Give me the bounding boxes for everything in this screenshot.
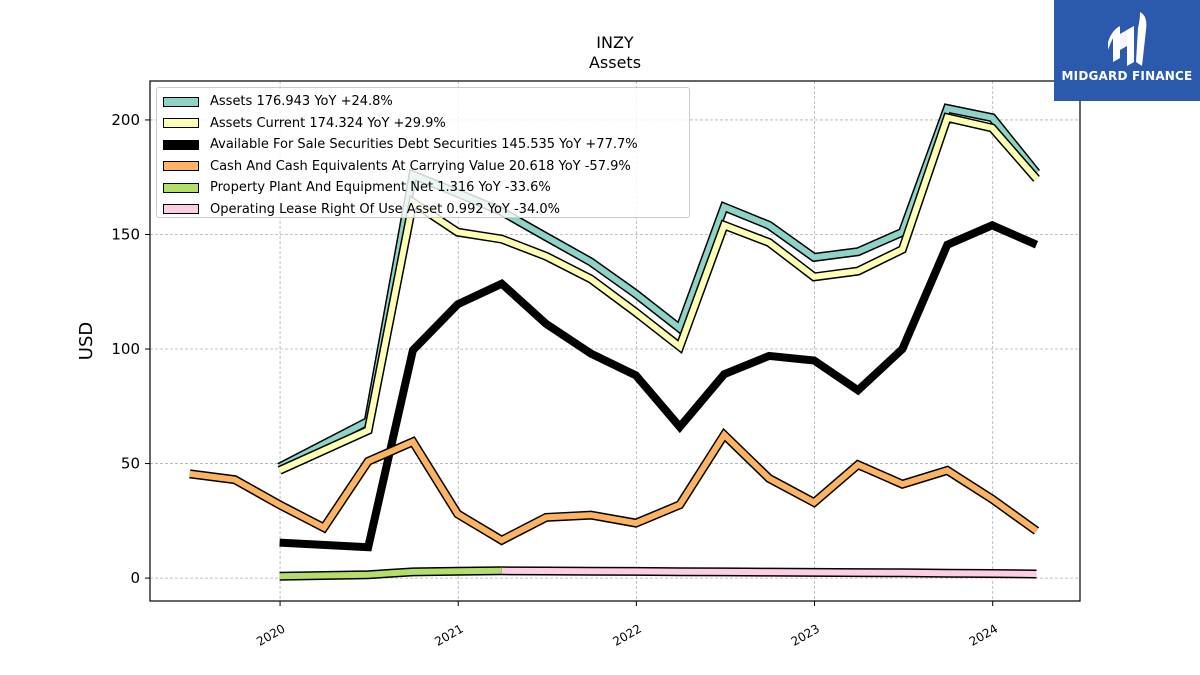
legend-swatch-operating-lease bbox=[163, 204, 199, 215]
series-path bbox=[278, 114, 1039, 474]
y-axis-label: USD bbox=[76, 322, 97, 360]
legend-label: Available For Sale Securities Debt Secur… bbox=[210, 137, 638, 153]
logo-icon bbox=[1108, 12, 1147, 66]
legend-swatch-ppe bbox=[163, 182, 199, 193]
legend-label: Assets Current 174.324 YoY +29.9% bbox=[210, 115, 446, 131]
legend-label: Property Plant And Equipment Net 1.316 Y… bbox=[210, 180, 551, 196]
legend-item-afs-securities: Available For Sale Securities Debt Secur… bbox=[163, 134, 683, 156]
x-tick-label: 2022 bbox=[610, 621, 643, 648]
logo-text: MIDGARD FINANCE bbox=[1061, 69, 1193, 83]
legend-item-operating-lease: Operating Lease Right Of Use Asset 0.992… bbox=[163, 199, 683, 221]
x-tick-label: 2023 bbox=[789, 621, 822, 648]
series-line-3 bbox=[189, 427, 1040, 546]
series-line-1 bbox=[277, 112, 1040, 475]
chart-subtitle: Assets bbox=[588, 53, 642, 72]
legend-label: Cash And Cash Equivalents At Carrying Va… bbox=[210, 158, 631, 174]
y-tick-label: 200 bbox=[111, 111, 140, 129]
y-tick-label: 150 bbox=[111, 225, 140, 243]
y-tick-label: 0 bbox=[130, 569, 140, 587]
legend: Assets 176.943 YoY +24.8% Assets Current… bbox=[156, 87, 690, 218]
series-line-5 bbox=[501, 566, 1037, 579]
legend-swatch-assets-current bbox=[163, 118, 199, 129]
legend-item-ppe: Property Plant And Equipment Net 1.316 Y… bbox=[163, 177, 683, 199]
y-tick-label: 100 bbox=[111, 340, 140, 358]
midgard-finance-logo: MIDGARD FINANCE bbox=[1054, 0, 1200, 101]
x-tick-label: 2021 bbox=[432, 621, 465, 648]
series-path bbox=[279, 220, 1039, 552]
series-line-2 bbox=[279, 220, 1039, 552]
legend-item-cash: Cash And Cash Equivalents At Carrying Va… bbox=[163, 156, 683, 178]
series-path bbox=[501, 567, 1037, 577]
y-tick-label: 50 bbox=[121, 455, 140, 473]
chart-title: INZY bbox=[596, 33, 634, 52]
series-path bbox=[189, 430, 1039, 544]
x-tick-label: 2020 bbox=[254, 621, 287, 648]
legend-label: Operating Lease Right Of Use Asset 0.992… bbox=[210, 201, 560, 217]
legend-swatch-afs-securities bbox=[163, 139, 199, 150]
x-tick-label: 2024 bbox=[967, 621, 1000, 648]
legend-swatch-cash bbox=[163, 161, 199, 172]
legend-swatch-assets bbox=[163, 96, 199, 107]
legend-item-assets-current: Assets Current 174.324 YoY +29.9% bbox=[163, 113, 683, 135]
plot-frame bbox=[149, 80, 1081, 602]
series-path bbox=[279, 567, 502, 580]
legend-item-assets: Assets 176.943 YoY +24.8% bbox=[163, 91, 683, 113]
legend-label: Assets 176.943 YoY +24.8% bbox=[210, 94, 393, 110]
series-line-4 bbox=[279, 566, 502, 581]
